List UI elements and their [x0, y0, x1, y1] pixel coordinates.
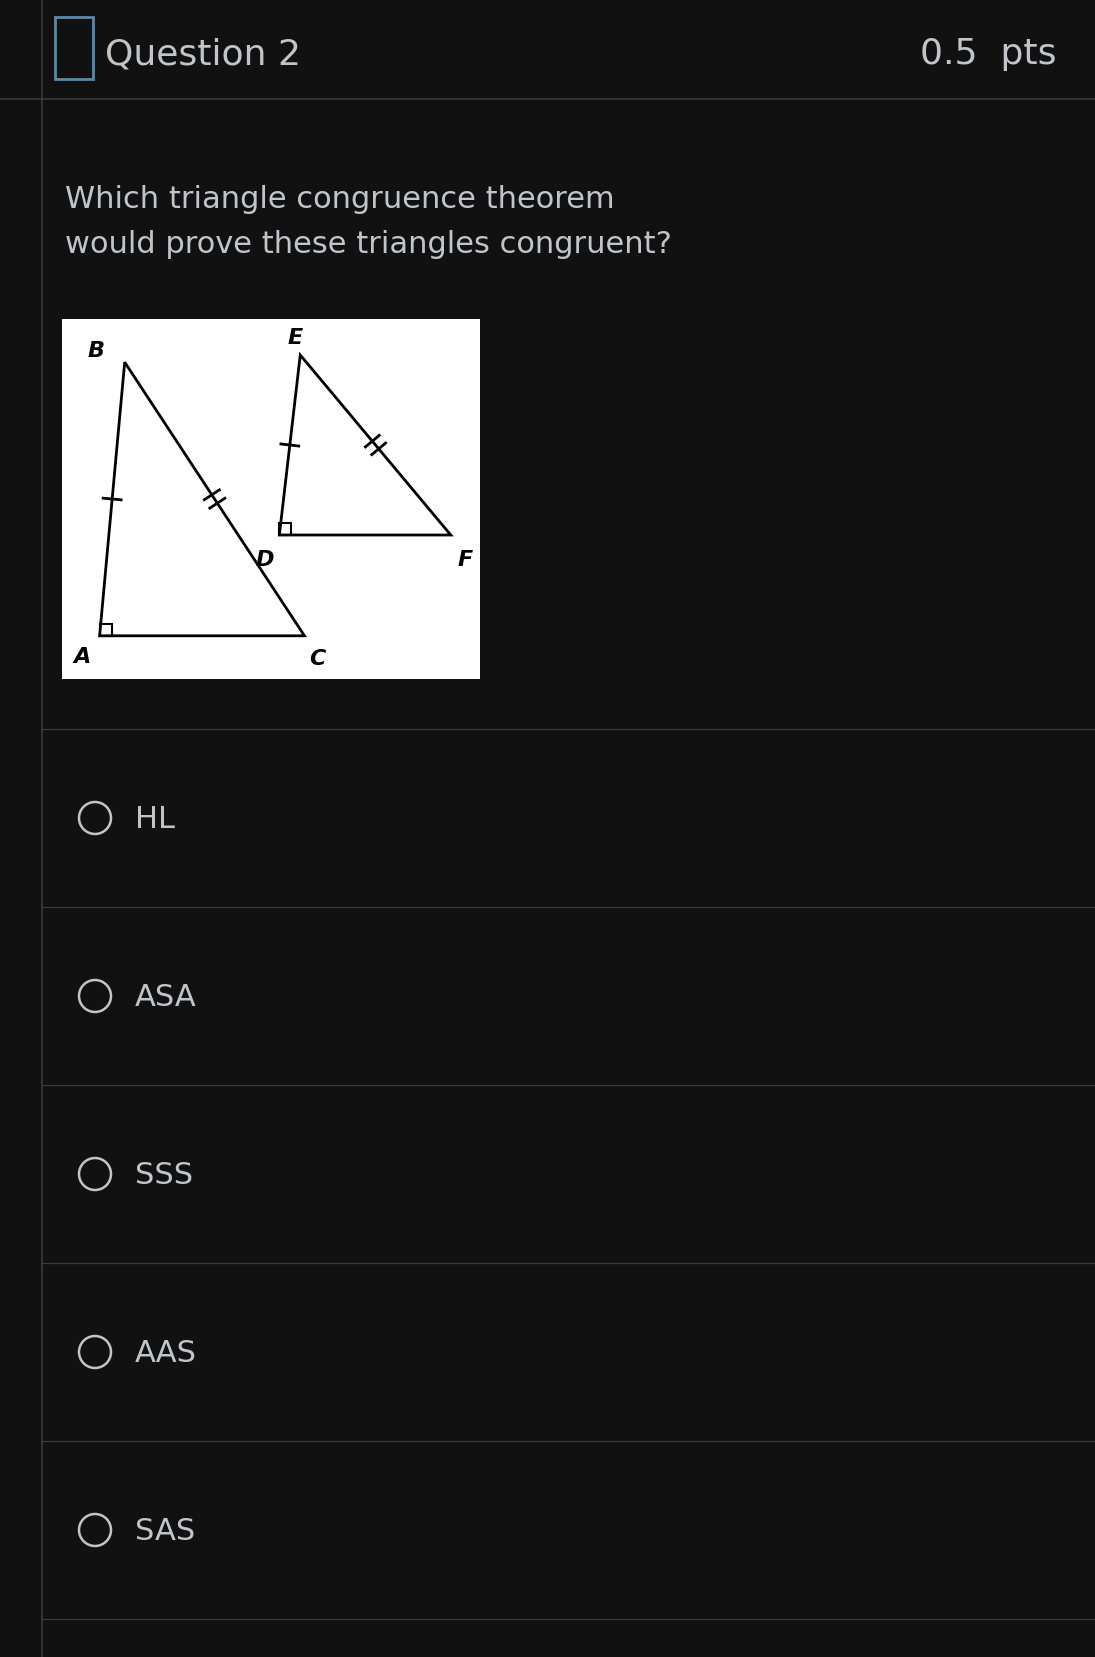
- Text: F: F: [457, 550, 472, 570]
- Text: D: D: [256, 550, 275, 570]
- Text: AAS: AAS: [135, 1337, 197, 1367]
- Text: Which triangle congruence theorem
would prove these triangles congruent?: Which triangle congruence theorem would …: [65, 186, 672, 258]
- FancyBboxPatch shape: [55, 18, 93, 80]
- Text: HL: HL: [135, 804, 175, 833]
- Text: A: A: [73, 646, 90, 666]
- FancyBboxPatch shape: [62, 320, 480, 679]
- Text: Question 2: Question 2: [105, 36, 301, 71]
- Text: E: E: [288, 328, 303, 348]
- Text: 0.5  pts: 0.5 pts: [920, 36, 1057, 71]
- Text: B: B: [88, 341, 105, 361]
- Text: SAS: SAS: [135, 1516, 195, 1544]
- Text: ASA: ASA: [135, 983, 197, 1011]
- Text: SSS: SSS: [135, 1160, 193, 1188]
- Text: C: C: [310, 648, 326, 668]
